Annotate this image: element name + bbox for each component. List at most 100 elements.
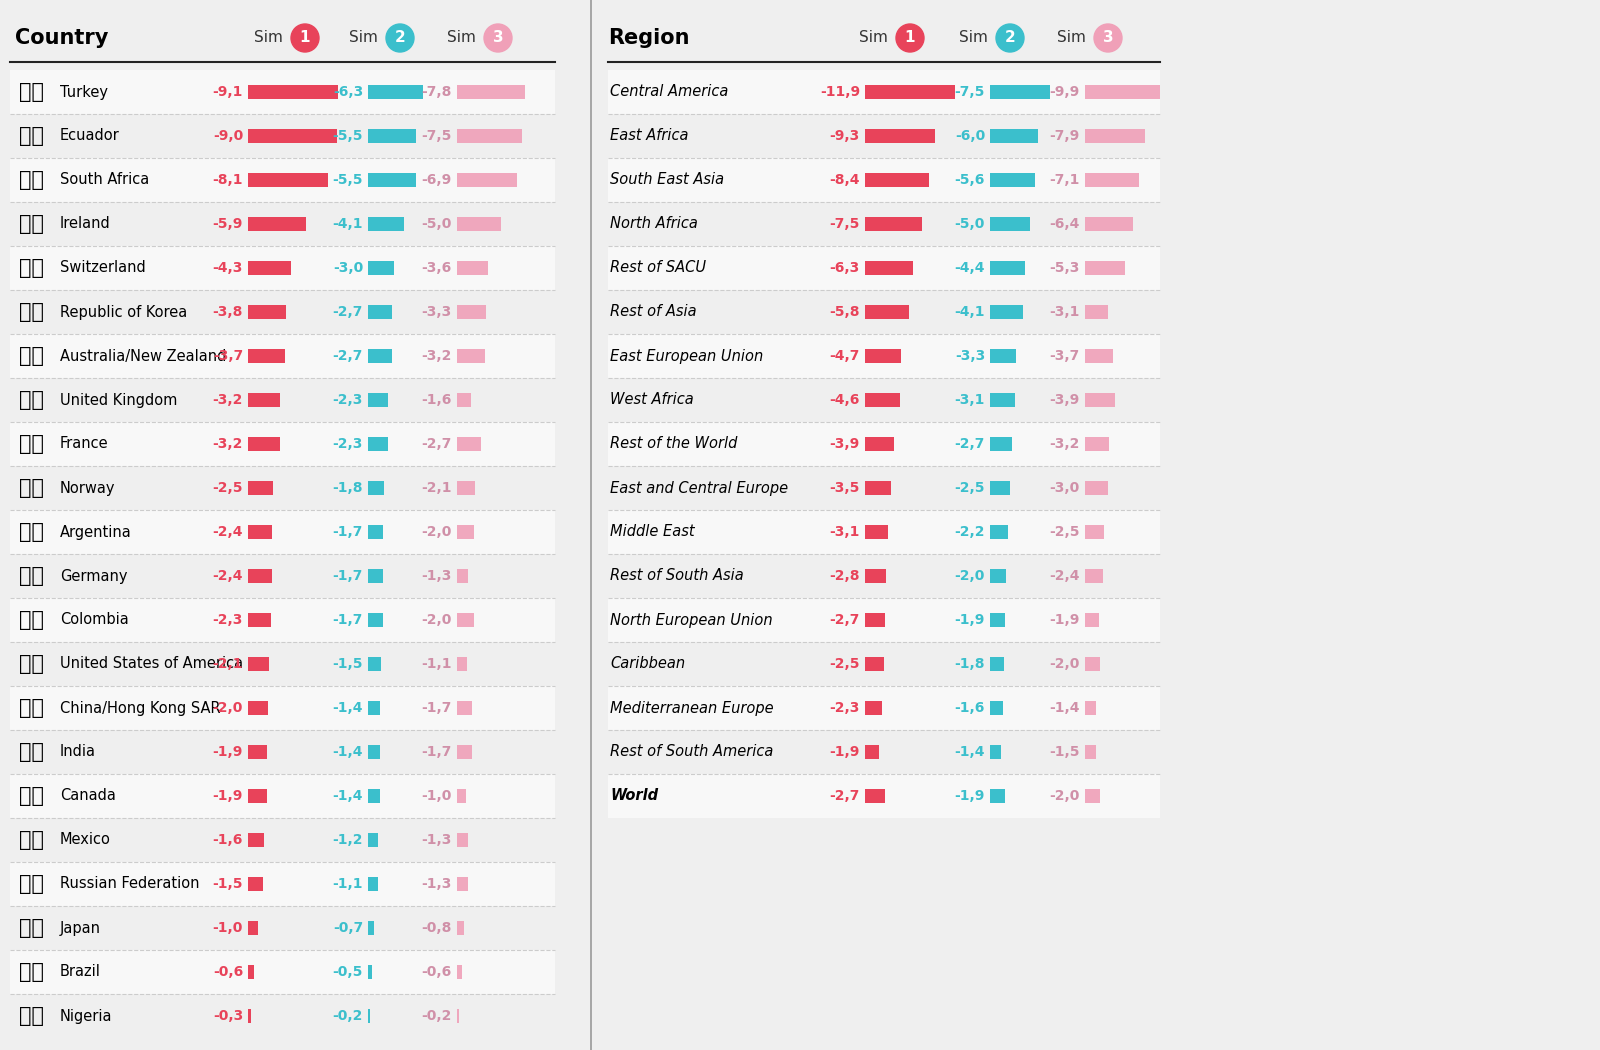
Text: -7,1: -7,1 — [1050, 173, 1080, 187]
Text: 🇦🇷: 🇦🇷 — [19, 522, 45, 542]
Text: Region: Region — [608, 28, 690, 48]
Bar — [1085, 129, 1146, 143]
Circle shape — [386, 24, 414, 52]
Bar — [990, 85, 1050, 99]
Text: -1,9: -1,9 — [955, 789, 986, 803]
Text: Ecuador: Ecuador — [61, 128, 120, 144]
Bar — [866, 304, 909, 319]
Bar — [458, 173, 517, 187]
Text: 1: 1 — [299, 30, 310, 45]
Text: -3,0: -3,0 — [333, 261, 363, 275]
Bar — [368, 613, 382, 627]
Bar — [10, 422, 555, 466]
Bar — [608, 158, 1160, 202]
Text: -2,5: -2,5 — [1050, 525, 1080, 539]
Bar — [1085, 481, 1107, 495]
Text: 🇨🇳: 🇨🇳 — [19, 698, 45, 718]
Text: 3: 3 — [493, 30, 504, 45]
Text: -7,5: -7,5 — [830, 217, 861, 231]
Bar — [248, 129, 338, 143]
Text: 🇿🇦: 🇿🇦 — [19, 170, 45, 190]
Bar — [248, 877, 262, 891]
Bar — [368, 261, 394, 275]
Bar — [1085, 525, 1104, 539]
Bar — [990, 173, 1035, 187]
Bar — [248, 85, 338, 99]
Bar — [1085, 304, 1109, 319]
Text: -1,5: -1,5 — [333, 657, 363, 671]
Text: -1,7: -1,7 — [422, 701, 453, 715]
Text: -9,3: -9,3 — [830, 129, 861, 143]
Bar — [990, 701, 1003, 715]
Bar — [10, 114, 555, 158]
Text: -2,1: -2,1 — [421, 481, 453, 495]
Text: -1,9: -1,9 — [955, 613, 986, 627]
Bar — [866, 481, 891, 495]
Bar — [1085, 746, 1096, 759]
Text: -3,2: -3,2 — [213, 393, 243, 407]
Bar — [608, 290, 1160, 334]
Bar — [248, 569, 272, 583]
Text: -7,9: -7,9 — [1050, 129, 1080, 143]
Circle shape — [291, 24, 318, 52]
Bar — [10, 774, 555, 818]
Text: -1,1: -1,1 — [333, 877, 363, 891]
Bar — [458, 877, 469, 891]
Text: -2,4: -2,4 — [1050, 569, 1080, 583]
Bar — [608, 730, 1160, 774]
Text: Country: Country — [14, 28, 109, 48]
Bar — [458, 349, 485, 363]
Text: -4,7: -4,7 — [830, 349, 861, 363]
Bar — [458, 1009, 459, 1023]
Text: East Africa: East Africa — [610, 128, 688, 144]
Bar — [866, 701, 882, 715]
Text: -7,8: -7,8 — [422, 85, 453, 99]
Bar — [1085, 701, 1096, 715]
Bar — [368, 569, 382, 583]
Bar — [866, 525, 888, 539]
Text: Canada: Canada — [61, 789, 115, 803]
Bar — [866, 129, 936, 143]
Text: -1,3: -1,3 — [422, 833, 453, 847]
Bar — [1085, 261, 1125, 275]
Text: -2,3: -2,3 — [333, 393, 363, 407]
Text: -2,3: -2,3 — [830, 701, 861, 715]
Text: 🇮🇳: 🇮🇳 — [19, 742, 45, 762]
Text: -2,7: -2,7 — [333, 349, 363, 363]
Bar — [866, 657, 883, 671]
Bar — [10, 510, 555, 554]
Text: 🇨🇦: 🇨🇦 — [19, 786, 45, 806]
Text: -1,5: -1,5 — [1050, 746, 1080, 759]
Text: Japan: Japan — [61, 921, 101, 936]
Text: -2,7: -2,7 — [830, 789, 861, 803]
Bar — [990, 304, 1022, 319]
Text: -1,4: -1,4 — [1050, 701, 1080, 715]
Text: -0,8: -0,8 — [422, 921, 453, 934]
Bar — [990, 481, 1010, 495]
Bar — [608, 510, 1160, 554]
Bar — [608, 202, 1160, 246]
Text: Rest of South America: Rest of South America — [610, 744, 773, 759]
Text: -3,3: -3,3 — [422, 304, 453, 319]
Bar — [248, 613, 270, 627]
Text: -1,7: -1,7 — [333, 569, 363, 583]
Text: Mexico: Mexico — [61, 833, 110, 847]
Text: -3,2: -3,2 — [422, 349, 453, 363]
Text: -3,8: -3,8 — [213, 304, 243, 319]
Text: -1,8: -1,8 — [333, 481, 363, 495]
Text: Sim: Sim — [446, 30, 477, 45]
Bar — [608, 466, 1160, 510]
Bar — [990, 217, 1030, 231]
Text: -3,2: -3,2 — [1050, 437, 1080, 451]
Bar — [1085, 437, 1109, 451]
Bar — [10, 202, 555, 246]
Text: -3,9: -3,9 — [830, 437, 861, 451]
Text: -3,0: -3,0 — [1050, 481, 1080, 495]
Bar — [866, 85, 955, 99]
Text: -4,6: -4,6 — [830, 393, 861, 407]
Bar — [248, 217, 306, 231]
Text: South East Asia: South East Asia — [610, 172, 725, 188]
Bar — [1085, 173, 1139, 187]
Text: -1,6: -1,6 — [213, 833, 243, 847]
Text: Central America: Central America — [610, 84, 728, 100]
